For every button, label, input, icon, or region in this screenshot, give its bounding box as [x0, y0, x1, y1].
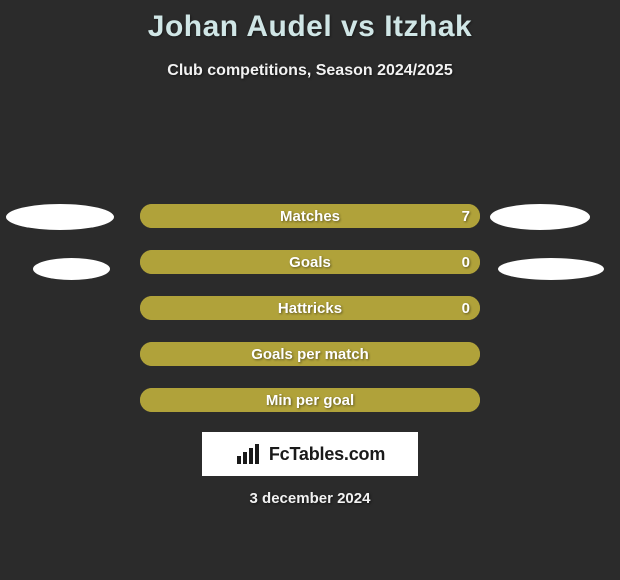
bars-container: Matches7 Goals0 Hattricks0 Goals per match M…	[140, 204, 480, 434]
date-text: 3 december 2024	[0, 490, 620, 507]
logo-text: FcTables.com	[269, 444, 385, 465]
stat-bar: Matches7	[140, 204, 480, 228]
page-title: Johan Audel vs Itzhak	[0, 0, 620, 44]
bar-value: 7	[462, 204, 470, 228]
decorative-ellipse	[498, 258, 604, 280]
stat-bar: Min per goal	[140, 388, 480, 412]
bar-fill	[140, 388, 480, 412]
decorative-ellipse	[490, 204, 590, 230]
decorative-ellipse	[6, 204, 114, 230]
bar-value: 0	[462, 250, 470, 274]
stat-bar: Goals per match	[140, 342, 480, 366]
bar-fill	[140, 342, 480, 366]
bar-value: 0	[462, 296, 470, 320]
stat-bar: Goals0	[140, 250, 480, 274]
fctables-logo: FcTables.com	[202, 432, 418, 476]
logo-bars-icon	[235, 442, 263, 466]
bar-fill	[140, 204, 480, 228]
stat-bar: Hattricks0	[140, 296, 480, 320]
page-subtitle: Club competitions, Season 2024/2025	[0, 62, 620, 80]
bar-fill	[140, 250, 480, 274]
decorative-ellipse	[33, 258, 110, 280]
bar-fill	[140, 296, 480, 320]
